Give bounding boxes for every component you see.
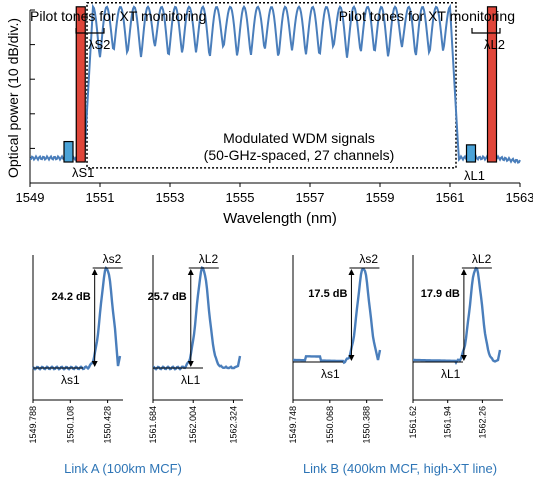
pilot-bracket-right (471, 28, 501, 34)
pilot-bracket-left (75, 28, 105, 34)
delta-label: 17.5 dB (308, 288, 347, 300)
arrow-head-down (91, 361, 98, 367)
pilot-tone-s2-bar (75, 6, 86, 163)
arrow-head-up (460, 269, 467, 275)
y-ticks (30, 9, 35, 184)
spectrum-trace (29, 3, 521, 164)
zoom-x-tick-label: 1561.94 (443, 406, 453, 439)
zoom-panel-1: 1549.788 1550.108 1550.428 24.2 dB λs2 λs1 (28, 252, 123, 444)
floor-label: λL1 (441, 367, 461, 381)
wdm-label-line1: Modulated WDM signals (223, 130, 375, 146)
x-tick-label: 1553 (156, 190, 185, 205)
x-tick-label: 1561 (436, 190, 465, 205)
peak-label: λL2 (472, 252, 492, 266)
x-tick-label: 1563 (506, 190, 533, 205)
x-tick-label: 1559 (366, 190, 395, 205)
arrow-head-up (348, 269, 355, 275)
zoom-x-tick-label: 1549.748 (288, 406, 298, 444)
zoom-x-tick-label: 1561.684 (148, 406, 158, 444)
zoom-panel-2: 1561.684 1562.004 1562.324 25.7 dB λL2 λL1 (148, 252, 243, 444)
delta-label: 25.7 dB (148, 291, 187, 303)
x-tick-label: 1551 (86, 190, 115, 205)
floor-label: λs1 (321, 367, 340, 381)
zoom-x-tick-label: 1562.26 (477, 406, 487, 439)
zoom-panel-3: 1549.748 1550.068 1550.388 17.5 dB λs2 λs1 (288, 252, 383, 444)
zoom-x-tick-label: 1550.428 (103, 406, 113, 444)
caption-link-a: Link A (100km MCF) (64, 461, 182, 476)
pilot-tone-l2-bar (486, 6, 498, 163)
wdm-label-line2: (50-GHz-spaced, 27 channels) (204, 147, 395, 163)
delta-label: 17.9 dB (421, 288, 460, 300)
zoom-x-tick-label: 1550.068 (325, 406, 335, 444)
lambda-s1-label: λS1 (72, 165, 94, 180)
zoom-x-tick-label: 1550.388 (362, 406, 372, 444)
x-tick-label: 1557 (296, 190, 325, 205)
lambda-s2-label: λS2 (88, 37, 110, 52)
zoom-trace (32, 265, 122, 371)
y-axis-label: Optical power (10 dB/div.) (5, 18, 21, 178)
zoom-trace (152, 266, 242, 371)
peak-label: λL2 (199, 252, 219, 266)
zoom-x-tick-label: 1562.324 (228, 406, 238, 444)
arrow-head-up (91, 269, 98, 275)
x-axis-label: Wavelength (nm) (223, 210, 337, 227)
wdm-signal-box (86, 2, 457, 169)
peak-label: λs2 (103, 252, 122, 266)
arrow-head-down (187, 361, 194, 367)
x-tick-labels: 1549 1551 1553 1555 1557 1559 1561 1563 (16, 183, 533, 205)
zoom-x-tick-label: 1549.788 (28, 406, 38, 444)
zoom-x-tick-label: 1562.004 (188, 406, 198, 444)
x-tick-label: 1549 (16, 190, 45, 205)
floor-label: λs1 (61, 373, 80, 387)
arrow-head-down (348, 355, 355, 361)
pilot-label-right: Pilot tones for XT monitoring (339, 8, 515, 24)
floor-label: λL1 (181, 373, 201, 387)
zoom-trace (293, 267, 382, 365)
arrow-head-down (460, 355, 467, 361)
pilot-tone-l1-bar (465, 144, 477, 163)
pilot-tone-s1-bar (63, 140, 74, 163)
caption-link-b: Link B (400km MCF, high-XT line) (303, 461, 497, 476)
lambda-l2-label: λL2 (484, 37, 505, 52)
lambda-l1-label: λL1 (464, 168, 485, 183)
spectrum-chart: Optical power (10 dB/div.) 1549 1551 1553 1… (5, 2, 533, 227)
peak-label: λs2 (359, 252, 378, 266)
zoom-panels: 1549.788 1550.108 1550.428 24.2 dB λs2 λs1 156… (28, 252, 503, 444)
zoom-trace (413, 266, 502, 366)
zoom-x-tick-label: 1561.62 (408, 406, 418, 439)
arrow-head-up (187, 269, 194, 275)
zoom-panel-4: 1561.62 1561.94 1562.26 17.9 dB λL2 λL1 (408, 252, 503, 439)
pilot-label-left: Pilot tones for XT monitoring (30, 8, 206, 24)
x-tick-label: 1555 (226, 190, 255, 205)
delta-label: 24.2 dB (52, 291, 91, 303)
zoom-x-tick-label: 1550.108 (65, 406, 75, 444)
